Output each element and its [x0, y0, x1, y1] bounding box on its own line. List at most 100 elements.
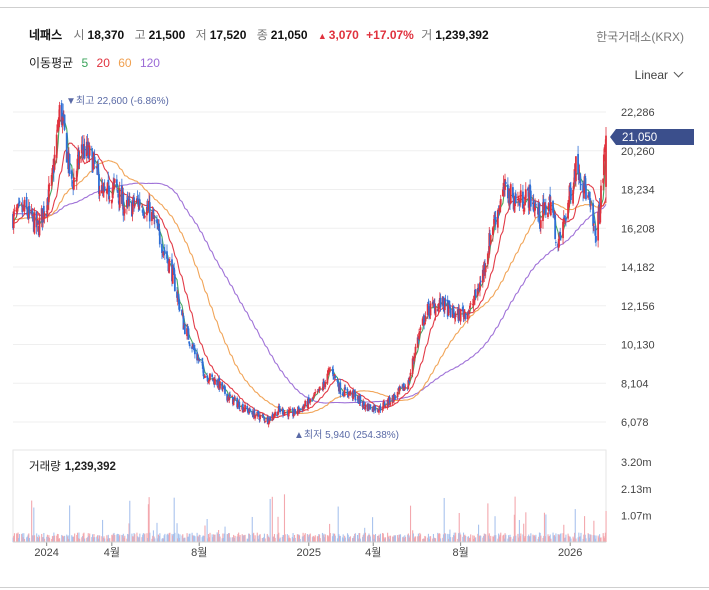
volume-bar: [367, 534, 369, 542]
candle-body: [413, 355, 416, 358]
volume-bar: [482, 537, 484, 542]
candle-body: [98, 191, 101, 196]
volume-bar: [357, 538, 359, 542]
candle-body: [562, 217, 565, 224]
volume-bar: [164, 533, 166, 542]
candle-body: [567, 202, 569, 219]
candle-body: [12, 211, 15, 228]
volume-bar: [604, 538, 606, 542]
volume-bar: [329, 523, 331, 542]
volume-bar: [131, 533, 133, 542]
candle-body: [128, 199, 131, 200]
volume-bar: [149, 532, 151, 542]
candle-body: [472, 300, 475, 306]
volume-bar: [233, 537, 235, 542]
candle-body: [251, 411, 254, 415]
volume-bar: [89, 533, 91, 542]
volume-bar: [507, 538, 509, 542]
volume-bar: [573, 532, 576, 542]
volume-bar: [17, 532, 19, 542]
candle-body: [582, 183, 584, 193]
candle-body: [572, 182, 575, 189]
candle-body: [262, 415, 264, 417]
low-value: 17,520: [209, 28, 247, 42]
candle-body: [221, 382, 224, 390]
candle-body: [204, 375, 206, 378]
candle-body: [299, 408, 302, 410]
candle-body: [427, 301, 430, 305]
volume-bar: [122, 533, 124, 542]
volume-tick-label: 1.07m: [621, 510, 652, 522]
moving-average-legend[interactable]: 이동평균 5 20 60 120: [29, 54, 165, 71]
volume-bar: [51, 538, 53, 542]
volume-bar: [354, 533, 356, 542]
volume-bar: [192, 535, 195, 542]
candle-body: [90, 148, 93, 150]
candle-body: [404, 387, 407, 389]
candle-body: [447, 302, 450, 316]
volume-bar: [97, 535, 99, 542]
candle-body: [494, 216, 497, 225]
candle-body: [476, 288, 479, 296]
volume-bar: [443, 497, 445, 542]
volume-bar: [262, 537, 264, 542]
volume-bar: [143, 534, 145, 542]
volume-bar: [458, 512, 460, 542]
volume-bar: [121, 534, 123, 542]
candle-body: [287, 409, 290, 417]
volume-bar: [575, 538, 577, 542]
candle-body: [459, 308, 462, 322]
candle-body: [388, 397, 391, 405]
candle-body: [523, 207, 526, 212]
candle-body: [216, 379, 219, 386]
candle-body: [564, 217, 567, 221]
volume-bar: [168, 533, 170, 542]
candle-body: [517, 197, 520, 202]
candle-body: [183, 324, 186, 334]
volume-bar: [156, 522, 158, 542]
candle-body: [102, 190, 105, 194]
volume-bar: [226, 534, 228, 542]
volume-bar: [339, 535, 341, 542]
volume-bar: [397, 537, 399, 542]
candle-body: [442, 296, 445, 307]
candle-body: [332, 369, 335, 377]
candle-body: [156, 222, 159, 230]
volume-bar: [21, 533, 23, 542]
candle-body: [352, 389, 355, 399]
volume-bar: [356, 534, 359, 542]
volume-bar: [407, 533, 409, 542]
volume-bar: [142, 533, 144, 542]
volume-bar: [61, 534, 63, 542]
volume-bar: [216, 532, 218, 542]
volume-bar: [397, 535, 399, 542]
volume-bar: [88, 535, 90, 542]
volume-bar: [182, 534, 184, 542]
up-arrow-icon: ▲: [317, 31, 327, 41]
candle-body: [188, 344, 191, 346]
volume-bar: [560, 533, 562, 542]
candle-body: [209, 373, 211, 380]
volume-value: 1,239,392: [435, 28, 489, 42]
volume-bar: [163, 535, 165, 542]
volume-bar: [349, 536, 351, 542]
volume-bar: [71, 535, 73, 542]
volume-bar: [309, 533, 311, 542]
candle-body: [158, 232, 161, 245]
volume-bar: [372, 517, 374, 542]
candle-body: [589, 198, 592, 207]
volume-bar: [111, 534, 113, 542]
volume-bar: [587, 533, 589, 542]
candle-body: [506, 184, 509, 199]
candle-body: [332, 377, 335, 379]
candle-body: [113, 178, 116, 183]
volume-bar: [38, 534, 40, 542]
price-tick-label: 12,156: [621, 301, 655, 313]
volume-bar: [212, 537, 214, 542]
volume-bar: [66, 534, 68, 542]
candle-body: [524, 196, 526, 205]
scale-dropdown[interactable]: Linear: [635, 67, 684, 82]
volume-bar: [104, 538, 106, 542]
candle-body: [393, 395, 396, 398]
